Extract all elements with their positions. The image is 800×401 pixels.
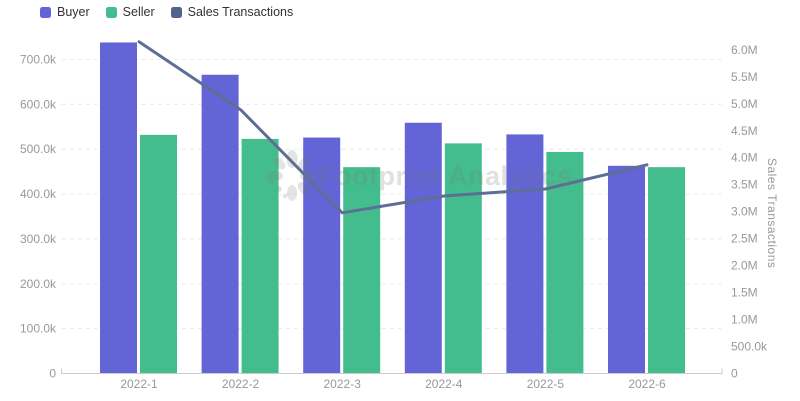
y-axis-right-tick-label: 500.0k	[731, 340, 768, 354]
y-axis-left-tick-label: 200.0k	[20, 277, 57, 291]
y-axis-right-tick-label: 4.5M	[731, 124, 758, 138]
bar-buyer-2022-3[interactable]	[303, 137, 341, 374]
x-axis-label: 2022-2	[222, 377, 260, 391]
bar-seller-2022-6[interactable]	[648, 167, 685, 374]
x-axis-label: 2022-1	[120, 377, 158, 391]
bar-seller-2022-1[interactable]	[140, 134, 177, 374]
y-axis-left-tick-label: 300.0k	[20, 232, 57, 246]
bar-seller-2022-3[interactable]	[343, 167, 381, 374]
legend-item-seller[interactable]: Seller	[105, 5, 155, 19]
right-axis-title: Sales Transactions	[765, 158, 779, 269]
bar-seller-2022-4[interactable]	[444, 143, 482, 374]
bar-buyer-2022-4[interactable]	[404, 122, 442, 374]
y-axis-right-tick-label: 5.5M	[731, 70, 758, 84]
y-axis-right-tick-label: 2.5M	[731, 232, 758, 246]
legend-item-label: Seller	[122, 5, 155, 19]
bar-buyer-2022-6[interactable]	[608, 165, 645, 374]
buyer-swatch-icon	[40, 6, 51, 18]
legend-item-label: Buyer	[57, 5, 90, 19]
bar-buyer-2022-5[interactable]	[506, 134, 544, 374]
y-axis-left-tick-label: 600.0k	[20, 97, 57, 111]
legend-item-sales-transactions[interactable]: Sales Transactions	[170, 5, 294, 19]
y-axis-right-tick-label: 1.0M	[731, 313, 758, 327]
y-axis-right-tick-label: 4.0M	[731, 151, 758, 165]
y-axis-right-tick-label: 6.0M	[731, 43, 758, 57]
legend-item-buyer[interactable]: Buyer	[40, 5, 90, 19]
y-axis-right-tick-label: 0	[731, 367, 738, 381]
bar-buyer-2022-2[interactable]	[201, 74, 239, 374]
y-axis-right-tick-label: 3.0M	[731, 205, 758, 219]
y-axis-right-tick-label: 1.5M	[731, 286, 758, 300]
y-axis-right-tick-label: 2.0M	[731, 259, 758, 273]
y-axis-right-tick-label: 5.0M	[731, 97, 758, 111]
y-axis-left-tick-label: 0	[49, 367, 56, 381]
legend-item-label: Sales Transactions	[187, 5, 294, 19]
seller-swatch-icon	[105, 6, 117, 18]
y-axis-left-tick-label: 700.0k	[20, 53, 57, 67]
bar-seller-2022-2[interactable]	[241, 138, 279, 374]
x-axis-label: 2022-4	[425, 377, 463, 391]
y-axis-right-tick-label: 3.5M	[731, 178, 758, 192]
x-axis-label: 2022-6	[628, 377, 666, 391]
bar-seller-2022-5[interactable]	[546, 151, 584, 374]
y-axis-left-tick-label: 400.0k	[20, 187, 57, 201]
sales-transactions-swatch-icon	[170, 6, 182, 18]
sales-transactions-line[interactable]	[137, 40, 649, 215]
x-axis-line	[61, 368, 723, 374]
x-axis-label: 2022-5	[527, 377, 565, 391]
bar-buyer-2022-1[interactable]	[100, 42, 137, 374]
y-axis-left-tick-label: 100.0k	[20, 322, 57, 336]
y-axis-left-tick-label: 500.0k	[20, 142, 57, 156]
chart-legend: Buyer Seller Sales Transactions	[40, 5, 293, 19]
x-axis-label: 2022-3	[324, 377, 362, 391]
